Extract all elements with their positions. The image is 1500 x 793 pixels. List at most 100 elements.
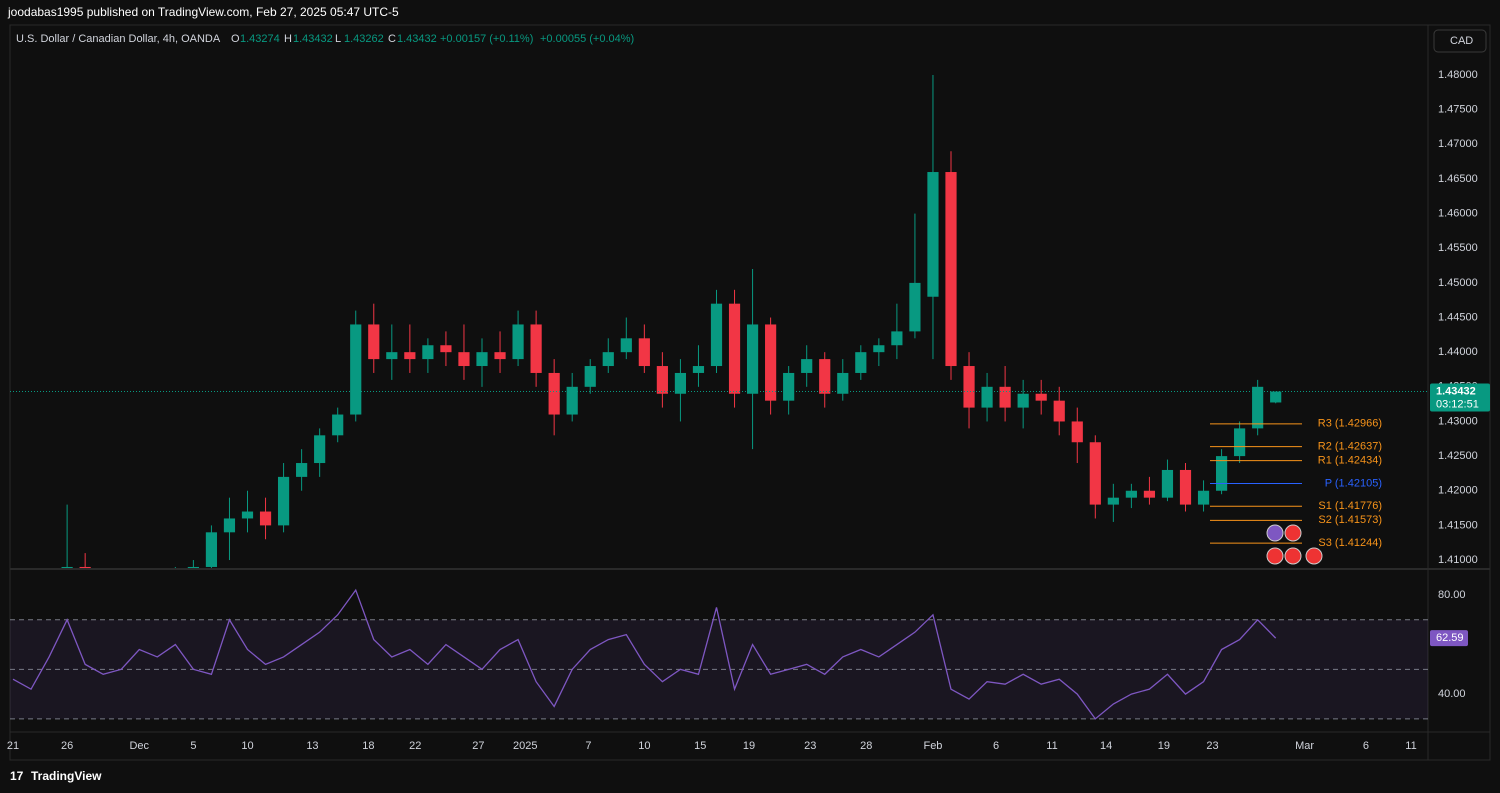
y-tick-label: 1.41500 [1438, 519, 1478, 531]
ohlc-key: L [335, 33, 341, 45]
candle-body [1035, 393, 1047, 401]
y-tick-label: 1.47500 [1438, 104, 1478, 116]
x-tick-label: 10 [241, 740, 253, 752]
candle-body [783, 372, 795, 401]
ohlc-value: 1.43432 [397, 33, 437, 45]
candle-body [458, 352, 470, 367]
candle-body [566, 386, 578, 415]
candle-body [602, 352, 614, 367]
candle-body [548, 372, 560, 415]
candle-body [909, 282, 921, 332]
ohlc-key: H [284, 33, 292, 45]
price-pane: R3 (1.42966) R2 (1.42637) R1 (1.42434) P (1… [61, 75, 1382, 568]
y-tick-label: 1.44000 [1438, 346, 1478, 358]
candle-body [801, 359, 813, 373]
y-tick-label: 1.46000 [1438, 208, 1478, 220]
candle-body [1215, 456, 1228, 491]
candle-body [1197, 490, 1210, 505]
x-tick-label: Feb [923, 740, 942, 752]
pivot-label: S3 (1.41244) [1318, 537, 1382, 549]
candle-body [1125, 490, 1137, 498]
candle-body [927, 172, 939, 297]
candle-body [241, 511, 254, 519]
event-icons [1266, 524, 1323, 565]
y-tick-label: 1.44500 [1438, 311, 1478, 323]
candle-body [187, 566, 199, 568]
candle-body [332, 414, 344, 436]
footer-bar [0, 762, 1500, 793]
x-tick-label: 26 [61, 740, 73, 752]
x-tick-label: 6 [993, 740, 999, 752]
candle-body [1107, 497, 1119, 505]
pivot-label: R2 (1.42637) [1318, 441, 1382, 453]
candle-body [1234, 428, 1246, 457]
candle-body [945, 172, 957, 367]
candle-body [79, 566, 91, 568]
y-tick-label: 1.43000 [1438, 415, 1478, 427]
candle-body [1143, 490, 1156, 498]
y-tick-label: 1.45000 [1438, 277, 1478, 289]
x-tick-label: 10 [638, 740, 650, 752]
candle-body [368, 324, 380, 360]
candle-body [350, 324, 362, 415]
x-tick-label: 27 [472, 740, 484, 752]
currency[interactable]: CAD [1450, 35, 1473, 47]
x-tick-label: 22 [409, 740, 421, 752]
currency-button[interactable] [1433, 29, 1487, 53]
candle-body [296, 463, 308, 477]
y-tick-label: 1.41000 [1438, 554, 1478, 566]
x-tick-label: 15 [694, 740, 706, 752]
x-tick-label: 23 [804, 740, 816, 752]
candle-body [476, 352, 488, 367]
symbol: U.S. Dollar / Canadian Dollar, 4h, OANDA [16, 33, 221, 45]
change-since: +0.00055 (+0.04%) [540, 33, 634, 45]
candle-body [981, 386, 993, 408]
candle-body [963, 366, 975, 408]
rsi-value-tag [1430, 630, 1468, 647]
candle-body [61, 566, 73, 568]
candle-body [223, 518, 236, 533]
candle-body [710, 303, 723, 367]
candle-body [819, 359, 831, 394]
x-tick-label: 6 [1363, 740, 1369, 752]
rsi-line [12, 588, 1277, 720]
ohlc-key: O [231, 33, 240, 45]
candle-body [692, 366, 705, 373]
candle-body [422, 345, 434, 360]
candle-body [404, 352, 416, 360]
y-tick-label: 1.48000 [1438, 69, 1478, 81]
candle-body [765, 324, 777, 401]
y-tick-label: 1.46500 [1438, 173, 1478, 185]
candle-body [314, 435, 326, 464]
candle-body [1017, 393, 1029, 408]
x-tick-label: 7 [585, 740, 591, 752]
rsi-value-label: 62.59 [1436, 632, 1464, 644]
candle-body [1161, 469, 1174, 498]
candle-body [656, 366, 668, 394]
y-tick-label: 1.42000 [1438, 485, 1478, 497]
candle-body [1179, 469, 1192, 505]
pivot-label: S1 (1.41776) [1318, 500, 1382, 512]
ohlc-value: 1.43262 [344, 33, 384, 45]
candle-body [386, 352, 398, 360]
x-tick-label: 28 [860, 740, 872, 752]
ohlc-value: 1.43432 [293, 33, 333, 45]
footer-brand: TradingView [31, 769, 102, 783]
y-tick-label: 1.42500 [1438, 450, 1478, 462]
candle-body [259, 511, 272, 526]
candle-body [620, 338, 632, 353]
x-tick-label: 11 [1405, 740, 1416, 752]
x-tick-label: 19 [1158, 740, 1170, 752]
rsi-band-fill [10, 619, 1428, 719]
x-tick-label: 5 [190, 740, 196, 752]
pivot-label: R3 (1.42966) [1318, 418, 1382, 430]
countdown: 03:12:51 [1436, 398, 1479, 410]
pivot-label: P (1.42105) [1325, 477, 1382, 489]
x-tick-label: 23 [1206, 740, 1218, 752]
last-price-tag [1430, 383, 1490, 412]
candle-body [1270, 391, 1282, 403]
x-tick-label: Dec [129, 740, 149, 752]
publisher: joodabas1995 published on TradingView.co… [7, 5, 399, 19]
x-tick-label: 13 [306, 740, 318, 752]
rsi-tick-label: 40.00 [1438, 688, 1466, 700]
